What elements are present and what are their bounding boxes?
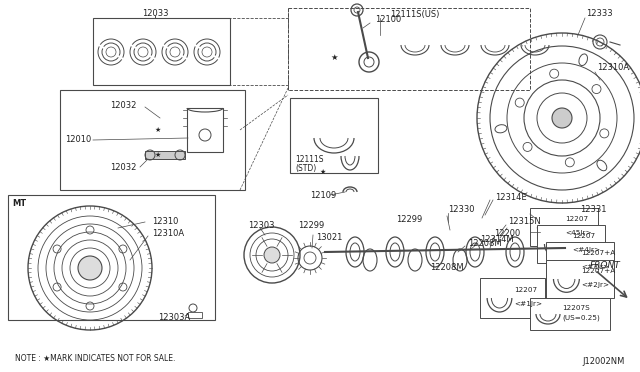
Text: 12331: 12331	[580, 205, 607, 215]
Text: ★: ★	[155, 127, 161, 133]
Text: 12207: 12207	[565, 217, 589, 222]
Text: 12010: 12010	[65, 135, 92, 144]
Text: NOTE : ★MARK INDICATES NOT FOR SALE.: NOTE : ★MARK INDICATES NOT FOR SALE.	[15, 353, 175, 362]
Bar	[187, 108, 223, 152]
Bar	[188, 312, 202, 318]
Text: 12303: 12303	[248, 221, 275, 230]
Text: ★: ★	[320, 169, 326, 175]
Text: 12111S: 12111S	[295, 155, 323, 164]
Text: 12208M: 12208M	[468, 238, 502, 247]
Bar	[290, 98, 378, 173]
Text: 12207+A: 12207+A	[581, 250, 616, 256]
Text: 12207+A: 12207+A	[581, 269, 616, 275]
Bar	[8, 195, 215, 320]
Bar	[288, 8, 530, 90]
Bar	[546, 242, 614, 280]
Circle shape	[264, 247, 280, 263]
Text: 12207S: 12207S	[562, 305, 589, 311]
Text: 12200: 12200	[494, 230, 520, 238]
Text: (STD): (STD)	[295, 164, 316, 173]
Text: ★: ★	[155, 152, 161, 158]
Text: 12299: 12299	[396, 215, 422, 224]
Text: 12299: 12299	[298, 221, 324, 231]
Text: 12207: 12207	[514, 287, 537, 293]
Text: 12310: 12310	[152, 218, 179, 227]
Text: 12310A: 12310A	[597, 64, 629, 73]
Text: 12100: 12100	[375, 16, 401, 25]
Text: 12303A: 12303A	[158, 314, 190, 323]
Text: 12207: 12207	[572, 233, 595, 240]
Bar	[145, 151, 185, 159]
Text: 12310A: 12310A	[152, 230, 184, 238]
Text: 12033: 12033	[141, 9, 168, 17]
Text: 12314M: 12314M	[480, 235, 514, 244]
Bar	[530, 298, 610, 330]
Bar	[480, 278, 545, 318]
Text: <#2Jr>: <#2Jr>	[581, 282, 609, 288]
Text: 12111S(US): 12111S(US)	[390, 10, 440, 19]
Text: <45Jr>: <45Jr>	[565, 230, 592, 236]
Text: (US=0.25): (US=0.25)	[562, 315, 600, 321]
Text: ★: ★	[330, 52, 337, 61]
Circle shape	[552, 108, 572, 128]
Text: 12032: 12032	[110, 100, 136, 109]
Bar	[93, 18, 230, 85]
Text: 13021: 13021	[316, 232, 342, 241]
Text: J12002NM: J12002NM	[582, 357, 625, 366]
Text: 12109: 12109	[310, 190, 336, 199]
Bar	[530, 208, 598, 246]
Text: <#4Jr>: <#4Jr>	[572, 247, 600, 253]
Bar	[60, 90, 245, 190]
Text: 12315N: 12315N	[508, 218, 541, 227]
Text: <#3Jr>: <#3Jr>	[581, 264, 609, 270]
Text: 12032: 12032	[110, 163, 136, 171]
Text: <#1Jr>: <#1Jr>	[514, 301, 542, 307]
Bar	[537, 225, 605, 263]
Text: 12314E: 12314E	[495, 192, 527, 202]
Text: 12333: 12333	[586, 10, 612, 19]
Text: MT: MT	[12, 199, 26, 208]
Text: 12330: 12330	[448, 205, 474, 215]
Text: 12208M: 12208M	[430, 263, 463, 272]
Text: FRONT: FRONT	[590, 260, 621, 269]
Bar	[546, 260, 614, 298]
Circle shape	[78, 256, 102, 280]
